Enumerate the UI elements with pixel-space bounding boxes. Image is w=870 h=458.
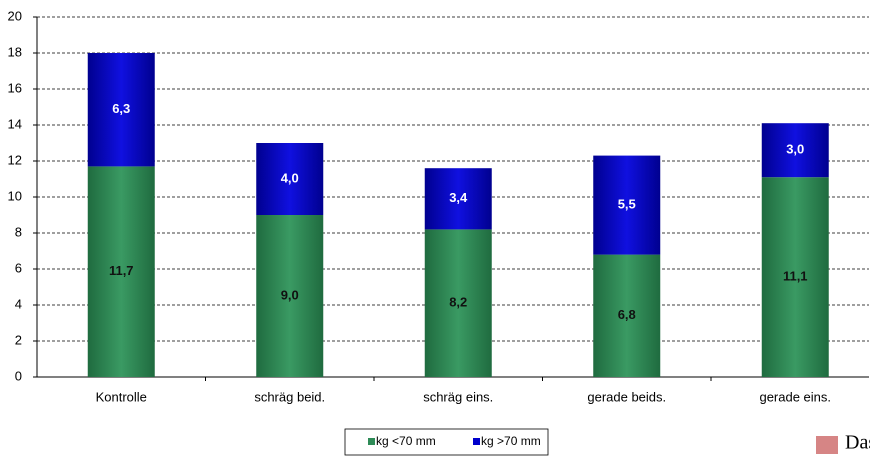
bar-segment (256, 143, 324, 215)
legend-label: kg >70 mm (481, 434, 541, 448)
legend-box (344, 428, 549, 456)
bar-segment (761, 123, 829, 178)
legend-label: kg <70 mm (376, 434, 436, 448)
y-tick-label: 14 (8, 116, 22, 131)
y-tick-label: 8 (15, 224, 22, 239)
x-tick-label: Kontrolle (96, 389, 147, 404)
y-tick-label: 18 (8, 44, 22, 59)
y-tick-label: 4 (15, 296, 22, 311)
legend-swatch (473, 438, 480, 445)
y-tick-label: 0 (15, 368, 22, 383)
y-tick-label: 12 (8, 152, 22, 167)
y-tick-label: 6 (15, 260, 22, 275)
bar-segment (87, 166, 155, 377)
value-label: 3,4 (449, 190, 468, 205)
y-tick-label: 20 (8, 8, 22, 23)
value-label: 11,1 (783, 269, 808, 284)
value-label: 6,8 (618, 307, 636, 322)
x-tick-label: gerade eins. (759, 389, 831, 404)
value-label: 4,0 (281, 170, 299, 185)
bar-segment (593, 155, 661, 255)
y-tick-label: 16 (8, 80, 22, 95)
y-tick-label: 2 (15, 332, 22, 347)
x-tick-label: schräg beid. (254, 389, 325, 404)
legend-swatch (368, 438, 375, 445)
bar-segment (424, 168, 492, 230)
bar-segment (761, 177, 829, 377)
logo-icon (816, 436, 838, 454)
logo-text: Das La (845, 432, 870, 454)
value-label: 5,5 (618, 197, 636, 212)
x-tick-label: schräg eins. (423, 389, 493, 404)
bar-segment (424, 229, 492, 377)
value-label: 11,7 (109, 263, 134, 278)
value-label: 8,2 (449, 295, 467, 310)
bar-segment (87, 53, 155, 167)
value-label: 3,0 (786, 142, 804, 157)
bar-segment (256, 215, 324, 377)
value-label: 6,3 (112, 101, 130, 116)
value-label: 9,0 (281, 287, 299, 302)
bar-segment (593, 254, 661, 377)
x-tick-label: gerade beids. (587, 389, 666, 404)
y-tick-label: 10 (8, 188, 22, 203)
